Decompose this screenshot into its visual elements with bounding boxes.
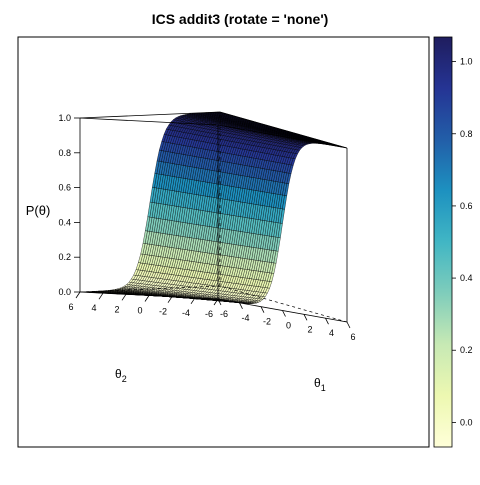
x-axis: -6 -4 -2 0 2 4 6 (218, 299, 356, 342)
z-tick-label: 0.8 (58, 148, 71, 158)
z-axis: 0.0 0.2 0.4 0.6 0.8 1.0 (58, 113, 80, 297)
chart-title: ICS addit3 (rotate = 'none') (152, 11, 329, 27)
y-tick-label: 6 (68, 302, 73, 312)
x-tick (326, 318, 329, 324)
z-tick-label: 0.2 (58, 252, 71, 262)
y-tick (99, 293, 103, 299)
x-tick-label: 4 (329, 328, 334, 338)
colorbar-ticks: 0.0 0.2 0.4 0.6 0.8 1.0 (452, 57, 473, 428)
x-tick-label: 0 (286, 321, 291, 331)
colorbar-tick-label: 0.4 (460, 273, 473, 283)
y-tick (145, 296, 149, 302)
x-tick (304, 314, 307, 320)
y-tick (76, 292, 80, 298)
z-tick-label: 0.4 (58, 217, 71, 227)
y-tick-label: 0 (137, 306, 142, 316)
z-tick-label: 0.0 (58, 287, 71, 297)
y-tick-label: -4 (182, 308, 190, 318)
z-tick-label: 0.6 (58, 183, 71, 193)
colorbar (434, 37, 452, 447)
colorbar-tick-label: 0.8 (460, 129, 473, 139)
y-tick (122, 294, 126, 300)
x-tick (283, 311, 286, 317)
z-axis-label: P(θ) (26, 203, 51, 218)
y-tick-label: -6 (205, 309, 213, 319)
x-tick-label: -2 (263, 317, 271, 327)
y-tick-label: 4 (91, 303, 96, 313)
y-tick-label: 2 (114, 304, 119, 314)
y-tick-label: -2 (159, 307, 167, 317)
y-axis-label: θ2 (115, 367, 127, 384)
y-tick (168, 297, 172, 303)
x-tick (261, 307, 264, 313)
x-tick (347, 322, 350, 328)
colorbar-tick-label: 1.0 (460, 57, 473, 67)
x-tick-label: 2 (307, 324, 312, 334)
z-tick-label: 1.0 (58, 113, 71, 123)
x-tick-label: -4 (241, 313, 249, 323)
x-axis-label: θ1 (314, 376, 326, 393)
colorbar-tick-label: 0.2 (460, 345, 473, 355)
colorbar-tick-label: 0.6 (460, 201, 473, 211)
x-tick-label: -6 (220, 309, 228, 319)
x-tick (240, 303, 243, 309)
x-tick-label: 6 (350, 332, 355, 342)
colorbar-tick-label: 0.0 (460, 417, 473, 427)
